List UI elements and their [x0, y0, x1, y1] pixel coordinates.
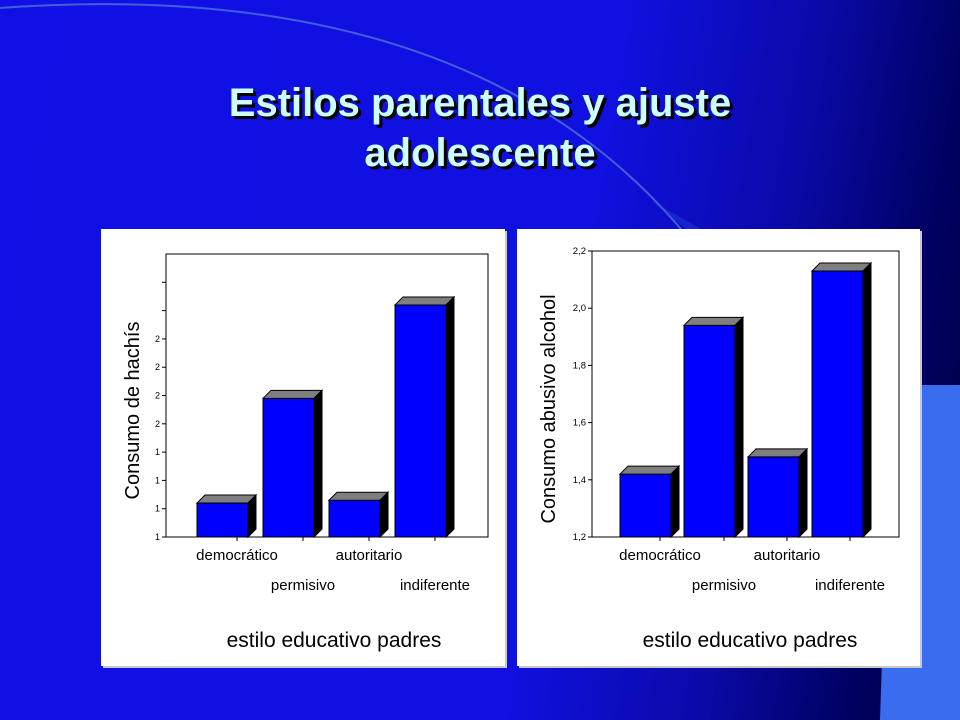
bar-front: [811, 270, 864, 538]
bar-front: [747, 456, 800, 538]
chart-alcohol: 1,2 1,4 1,6 1,8 2,0 2,2 democrático permisivo au…: [538, 246, 900, 652]
bar-top: [810, 262, 873, 272]
bar-top: [327, 491, 390, 501]
bar-top: [746, 448, 809, 458]
chart1-y-axis-label: Consumo abusivo alcohol: [538, 294, 560, 523]
chart1-bar-indiferente: [810, 261, 873, 539]
bar-top: [393, 296, 456, 306]
chart1-y-tick-label: 2,2: [573, 246, 586, 257]
bar-front: [683, 324, 736, 538]
bar-front: [394, 304, 447, 538]
chart0-y-axis-label: Consumo de hachís: [122, 322, 144, 500]
chart1-y-tick-label: 1,2: [573, 532, 586, 543]
chart1-y-tick-label: 1,8: [573, 360, 586, 371]
chart1-category-label: autoritario: [754, 547, 821, 564]
chart1-category-label: indiferente: [815, 577, 885, 594]
bar-side: [670, 464, 680, 539]
chart1-bar-permisivo: [682, 316, 745, 539]
bar-side: [445, 295, 455, 539]
bar-side: [734, 316, 744, 539]
chart0-y-tick-label: 1: [155, 447, 160, 457]
bar-side: [313, 389, 323, 539]
bar-side: [379, 491, 389, 539]
bar-front: [619, 473, 672, 538]
title-line-1: Estilos parentales y ajuste: [228, 81, 732, 125]
chart0-y-tick-label: 2: [155, 362, 160, 372]
chart0-category-label: permisivo: [271, 577, 335, 594]
chart0-bar-autoritario: [327, 491, 390, 539]
chart1-y-tick-label: 2,0: [573, 303, 586, 314]
chart0-bar-indiferente: [393, 295, 456, 539]
chart1-y-tick-label: 1,4: [573, 475, 586, 486]
chart1-category-label: democrático: [619, 547, 701, 564]
chart0-y-tick-label: 1: [155, 504, 160, 514]
chart0-category-label: autoritario: [336, 547, 403, 564]
chart0-y-tick-label: 1: [155, 532, 160, 542]
chart1-bar-democrático: [618, 464, 681, 539]
title-line-2: adolescente: [364, 131, 596, 175]
chart0-y-tick-label: 2: [155, 419, 160, 429]
chart-panel-hachis: 1 1 1 1 2 2 2 2 democrático permisivo autoritario i…: [101, 229, 505, 666]
chart1-bar-autoritario: [746, 447, 809, 539]
chart0-y-tick-label: 2: [155, 391, 160, 401]
chart1-category-label: permisivo: [692, 577, 756, 594]
chart1-x-axis-label: estilo educativo padres: [643, 629, 858, 652]
chart1-plot-frame: [591, 250, 900, 538]
chart0-bar-permisivo: [261, 389, 324, 539]
bar-side: [247, 493, 257, 539]
bar-top: [261, 389, 324, 399]
chart0-x-axis-label: estilo educativo padres: [227, 629, 442, 652]
bar-side: [862, 261, 872, 539]
chart0-bar-democrático: [195, 493, 258, 539]
chart0-category-label: indiferente: [400, 577, 470, 594]
chart0-y-tick-label: 2: [155, 334, 160, 344]
bar-side: [798, 447, 808, 539]
bar-top: [682, 316, 745, 326]
bar-top: [195, 494, 258, 504]
bar-front: [328, 499, 381, 538]
slide-title: Estilos parentales y ajuste adolescente: [0, 78, 960, 178]
bar-top: [618, 465, 681, 475]
chart-panel-alcohol: 1,2 1,4 1,6 1,8 2,0 2,2 democrático permisivo au…: [517, 229, 920, 666]
chart0-category-label: democrático: [196, 547, 278, 564]
chart1-y-tick-label: 1,6: [573, 418, 586, 429]
bar-front: [196, 502, 249, 538]
chart0-y-tick-label: 1: [155, 475, 160, 485]
bar-front: [262, 397, 315, 538]
